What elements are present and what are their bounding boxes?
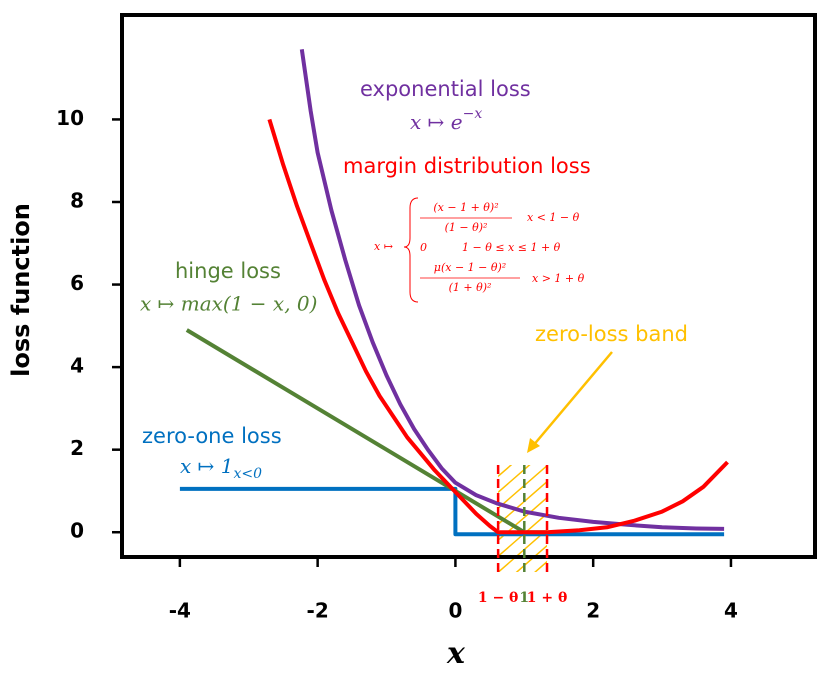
case-num: μ(x − 1 − θ)² bbox=[434, 261, 506, 274]
series-line bbox=[179, 486, 725, 537]
series-line bbox=[299, 49, 725, 531]
x-tick-label: 0 bbox=[448, 599, 462, 623]
case-cond: x > 1 + θ bbox=[532, 272, 585, 285]
hatch-line bbox=[498, 465, 531, 494]
formula: x ↦ 1x<0 bbox=[180, 454, 262, 483]
vline-label: 1 + θ bbox=[527, 590, 568, 606]
x-axis-label: x bbox=[446, 636, 466, 671]
y-axis-label: loss function bbox=[7, 203, 35, 377]
hatch-line bbox=[498, 480, 548, 526]
hatch-line bbox=[488, 345, 557, 405]
piecewise-formula: x ↦ (x − 1 + θ)² (1 − θ)² x < 1 − θ 0 1 … bbox=[374, 197, 585, 303]
formula-text: x ↦ e bbox=[410, 110, 463, 134]
hatch-line bbox=[515, 544, 548, 572]
band-label: zero-loss band bbox=[535, 322, 688, 346]
case-cond: x < 1 − θ bbox=[527, 211, 580, 224]
x-tick-label: 4 bbox=[724, 599, 738, 623]
formula: x ↦ e−x bbox=[410, 106, 482, 134]
y-tick-label: 4 bbox=[70, 354, 84, 378]
x-tick-label: -2 bbox=[307, 599, 329, 623]
case-cond: 1 − θ ≤ x ≤ 1 + θ bbox=[462, 241, 561, 254]
vline-label: 1 − θ bbox=[478, 590, 519, 606]
annotation: exponential loss bbox=[360, 77, 531, 101]
hatch-line bbox=[534, 560, 548, 572]
y-tick-label: 2 bbox=[70, 436, 84, 460]
arrow bbox=[531, 351, 613, 448]
series-line bbox=[267, 118, 729, 535]
case-den: (1 + θ)² bbox=[449, 281, 492, 294]
y-tick-label: 8 bbox=[70, 188, 84, 212]
x-tick-label: 2 bbox=[586, 599, 600, 623]
formula-lhs: x ↦ bbox=[374, 240, 394, 253]
formula-text: x ↦ 1 bbox=[180, 454, 233, 478]
hatch-line bbox=[498, 465, 513, 478]
hatch-line bbox=[498, 465, 548, 510]
x-tick-label: -4 bbox=[169, 599, 191, 623]
hatch-line bbox=[488, 361, 557, 421]
case-num: (x − 1 + θ)² bbox=[433, 201, 498, 214]
hatch-line bbox=[498, 496, 548, 542]
brace bbox=[403, 197, 419, 303]
formula-sup: −x bbox=[463, 106, 483, 122]
axes-frame bbox=[120, 13, 817, 559]
y-tick-label: 6 bbox=[70, 271, 84, 295]
vline-label: 1 bbox=[519, 590, 529, 606]
plot-area bbox=[179, 49, 729, 572]
annotation: hinge loss bbox=[175, 259, 281, 283]
y-tick-label: 0 bbox=[70, 519, 84, 543]
case-expr: 0 bbox=[420, 241, 427, 254]
case-den: (1 − θ)² bbox=[445, 221, 488, 234]
hatch-line bbox=[488, 393, 557, 453]
annotation: margin distribution loss bbox=[343, 154, 591, 178]
formula: x ↦ max(1 − x, 0) bbox=[140, 292, 317, 316]
annotation: zero-one loss bbox=[142, 424, 282, 448]
y-tick-label: 10 bbox=[56, 106, 84, 130]
arrow-head bbox=[527, 438, 540, 453]
formula-sub: x<0 bbox=[233, 466, 262, 482]
hatch-line bbox=[488, 409, 557, 469]
